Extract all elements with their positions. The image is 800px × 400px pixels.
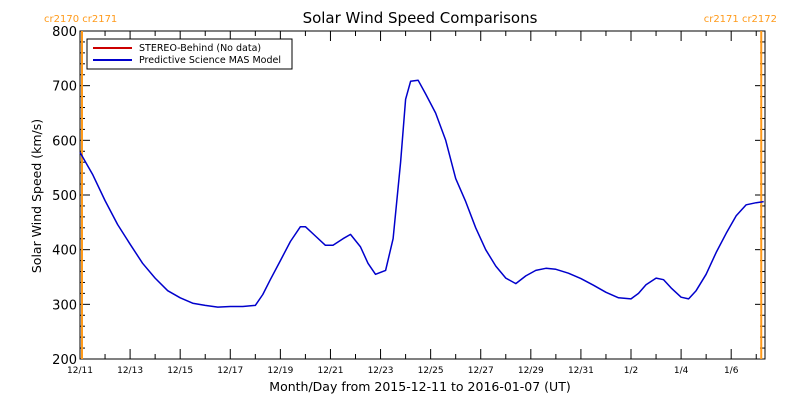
x-tick-label: 12/23 <box>368 366 394 376</box>
y-tick-label: 200 <box>52 353 77 368</box>
y-axis-label: Solar Wind Speed (km/s) <box>29 119 44 273</box>
data-series <box>79 79 764 308</box>
x-tick-label: 1/6 <box>724 366 739 376</box>
legend-box <box>86 38 293 70</box>
y-tick-label: 500 <box>52 189 77 204</box>
x-tick-label: 12/17 <box>217 366 243 376</box>
x-axis-label: Month/Day from 2015-12-11 to 2016-01-07 … <box>269 379 570 394</box>
carrington-markers <box>81 31 763 359</box>
x-tick-label: 12/13 <box>117 366 143 376</box>
legend-label-mas-model: Predictive Science MAS Model <box>139 55 281 66</box>
y-tick-label: 300 <box>52 298 77 313</box>
cr-label-left: cr2170 cr2171 <box>44 14 117 25</box>
x-tick-label: 1/2 <box>624 366 638 376</box>
x-tick-label: 1/4 <box>674 366 689 376</box>
x-axis-ticks: 12/11 12/13 12/15 12/17 12/19 12/21 12/23 12/25… <box>67 31 757 376</box>
y-tick-label: 600 <box>52 134 77 149</box>
x-tick-label: 12/11 <box>67 366 93 376</box>
y-tick-label: 400 <box>52 244 77 259</box>
x-tick-label: 12/21 <box>317 366 343 376</box>
x-tick-label: 12/25 <box>418 366 444 376</box>
cr-label-right: cr2171 cr2172 <box>704 14 777 25</box>
x-tick-label: 12/27 <box>468 366 494 376</box>
x-tick-label: 12/15 <box>167 366 193 376</box>
x-tick-label: 12/29 <box>518 366 544 376</box>
chart-title: Solar Wind Speed Comparisons <box>303 9 538 27</box>
legend-label-stereo: STEREO-Behind (No data) <box>139 43 261 54</box>
legend: STEREO-Behind (No data) Predictive Scien… <box>86 38 293 70</box>
x-tick-label: 12/19 <box>267 366 293 376</box>
y-tick-label: 700 <box>52 80 77 95</box>
x-tick-label: 12/31 <box>568 366 594 376</box>
series-line-1 <box>79 79 764 308</box>
y-tick-label: 800 <box>52 25 77 40</box>
